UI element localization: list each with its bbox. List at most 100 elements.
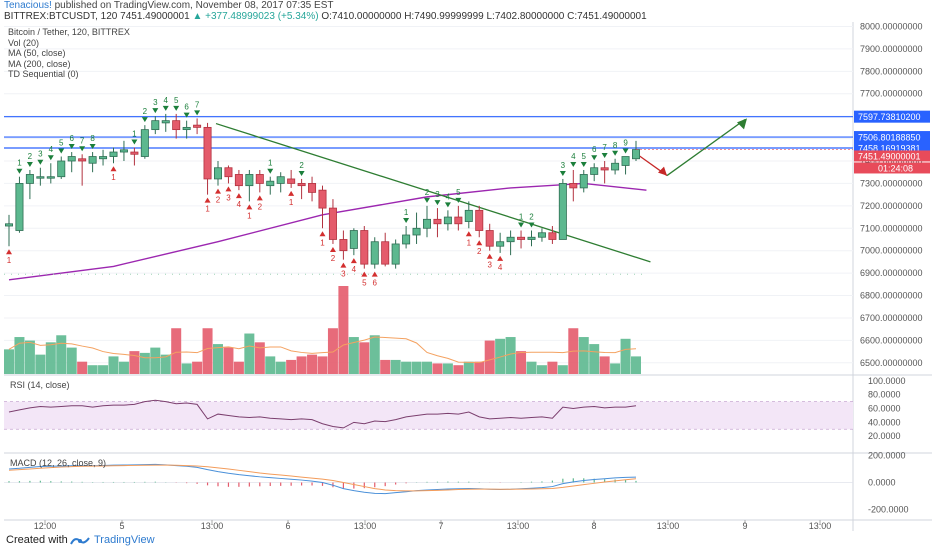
- price-tag-last-text: 7451.49000001: [858, 151, 921, 161]
- downtrend-line: [215, 122, 651, 263]
- macd-axis-label: 0.0000: [868, 478, 896, 488]
- candle-body: [381, 241, 390, 265]
- td-up-marker: [162, 105, 169, 111]
- price-axis-label: 7900.00000000: [860, 44, 923, 54]
- price-axis-label: 6900.00000000: [860, 268, 923, 278]
- macd-signal-line: [8, 464, 637, 492]
- volume-bar: [56, 335, 67, 374]
- td-up-count: 5: [59, 139, 64, 148]
- td-down-count: 1: [467, 238, 472, 247]
- price-tag-level1-text: 7597.73810200: [858, 112, 921, 122]
- candle-body: [443, 216, 452, 225]
- candle-body: [433, 218, 442, 225]
- candle-body: [632, 149, 641, 160]
- td-up-marker: [455, 197, 462, 203]
- legend-item-td-sequential[interactable]: TD Sequential (0): [8, 69, 79, 79]
- candle-body: [109, 151, 118, 157]
- candle-body: [402, 234, 411, 245]
- candle-body: [506, 236, 515, 243]
- candle-body: [67, 156, 76, 162]
- price-axis-label: 8000.00000000: [860, 22, 923, 31]
- author-name[interactable]: Tenacious!: [4, 0, 52, 11]
- legend-item-ma50[interactable]: MA (50, close): [8, 48, 66, 58]
- td-up-marker: [79, 146, 86, 152]
- td-down-marker: [256, 195, 263, 201]
- created-with-text: Created with: [6, 534, 68, 546]
- main-legend: Bitcoin / Tether, 120, BITTREX Vol (20) …: [8, 27, 130, 80]
- candle-body: [517, 236, 526, 240]
- td-up-count: 2: [28, 152, 33, 161]
- macd-panel-title[interactable]: MACD (12, 26, close, 9): [10, 458, 107, 468]
- volume-bar: [4, 349, 14, 374]
- macd-axis-label: -200.0000: [868, 505, 909, 515]
- td-down-marker: [361, 271, 368, 277]
- candle-body: [57, 160, 66, 178]
- time-axis-label: 5: [119, 521, 124, 531]
- volume-bar: [390, 359, 401, 374]
- candle-body: [203, 126, 212, 180]
- td-down-marker: [110, 166, 117, 172]
- volume-bar: [317, 356, 328, 374]
- volume-bar: [213, 344, 223, 374]
- td-up-marker: [591, 155, 598, 161]
- td-up-count: 7: [602, 143, 607, 152]
- candle-body: [537, 232, 546, 238]
- volume-bar: [192, 361, 203, 374]
- ohlc-values: O:7410.00000000 H:7490.99999999 L:7402.8…: [321, 11, 647, 22]
- td-down-count: 1: [111, 173, 116, 182]
- volume-bar: [536, 365, 547, 374]
- volume-bar: [139, 352, 150, 374]
- td-down-marker: [476, 240, 483, 246]
- td-up-marker: [68, 144, 75, 150]
- time-axis-label: 13:00: [354, 521, 377, 531]
- td-up-marker: [194, 110, 201, 116]
- volume-bar: [401, 361, 412, 374]
- volume-bar: [484, 340, 495, 374]
- volume-bar: [265, 356, 276, 374]
- td-up-count: 4: [49, 145, 54, 154]
- legend-item-volume[interactable]: Vol (20): [8, 37, 40, 48]
- candle-body: [569, 183, 578, 189]
- td-up-count: 8: [613, 141, 618, 150]
- tradingview-brand[interactable]: TradingView: [94, 534, 155, 546]
- td-down-marker: [319, 231, 326, 237]
- candle-body: [224, 167, 233, 178]
- candle-body: [245, 174, 254, 187]
- volume-bar: [422, 361, 432, 374]
- volume-bar: [327, 328, 338, 374]
- time-axis-label: 6: [285, 521, 290, 531]
- td-down-count: 4: [237, 200, 242, 209]
- legend-item-ma200[interactable]: MA (200, close): [8, 58, 71, 69]
- candle-body: [527, 236, 536, 240]
- volume-bar: [254, 342, 265, 374]
- volume-bar: [45, 342, 56, 374]
- td-up-marker: [424, 197, 430, 203]
- candle-body: [454, 216, 463, 225]
- td-down-count: 1: [7, 256, 12, 265]
- price-change: ▲ +377.48999023 (+5.34%): [192, 11, 319, 22]
- td-up-marker: [131, 139, 138, 145]
- rsi-panel-title[interactable]: RSI (14, close): [10, 380, 70, 390]
- volume-bar: [118, 361, 129, 374]
- candle-body: [119, 149, 128, 153]
- candle-body: [161, 120, 170, 124]
- td-down-count: 3: [226, 193, 231, 202]
- td-up-marker: [612, 150, 619, 156]
- td-up-marker: [444, 202, 451, 208]
- rsi-axis-label: 80.0000: [868, 390, 901, 400]
- volume-bar: [296, 356, 307, 374]
- td-down-count: 4: [498, 263, 503, 272]
- volume-bar: [66, 347, 77, 374]
- symbol-line: BITTREX:BTCUSDT, 120 7451.49000001 ▲ +37…: [4, 11, 647, 22]
- volume-bar: [463, 361, 474, 374]
- volume-bar: [369, 335, 380, 374]
- volume-bar: [526, 361, 537, 374]
- candle-body: [579, 174, 588, 189]
- publish-line: Tenacious! published on TradingView.com,…: [4, 0, 333, 11]
- volume-bar: [244, 333, 255, 374]
- td-up-marker: [183, 112, 190, 118]
- td-down-count: 2: [258, 202, 263, 211]
- candle-body: [287, 178, 296, 184]
- candle-body: [308, 183, 317, 193]
